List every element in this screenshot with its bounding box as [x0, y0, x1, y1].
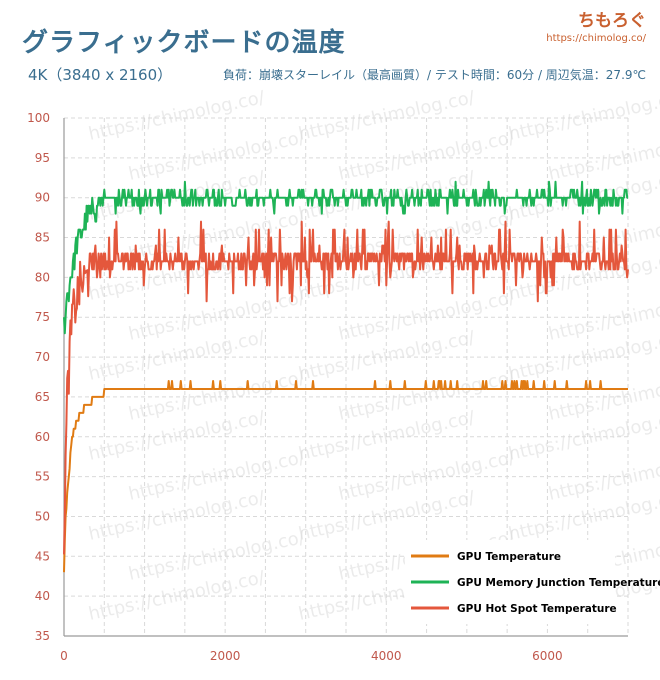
y-tick-label: 95 [35, 151, 50, 165]
legend-label: GPU Temperature [457, 551, 561, 563]
y-tick-label: 55 [35, 470, 50, 484]
brand-url: https://chimolog.co/ [546, 33, 646, 44]
series-line-2 [63, 220, 629, 555]
x-tick-label: 0 [60, 649, 68, 663]
y-tick-label: 75 [35, 310, 50, 324]
legend-label: GPU Memory Junction Temperature [457, 577, 660, 589]
y-tick-label: 70 [35, 350, 50, 364]
resolution-label: 4K（3840 x 2160） [28, 66, 173, 84]
legend-label: GPU Hot Spot Temperature [457, 603, 617, 615]
x-tick-label: 4000 [371, 649, 402, 663]
y-tick-label: 40 [35, 589, 50, 603]
x-tick-label: 6000 [532, 649, 563, 663]
brand-logo: ちもろぐ https://chimolog.co/ [546, 6, 646, 44]
y-tick-label: 80 [35, 270, 50, 284]
y-tick-label: 60 [35, 430, 50, 444]
y-tick-label: 65 [35, 390, 50, 404]
series-line-1 [63, 180, 629, 335]
chart-title: グラフィックボードの温度 [22, 28, 346, 58]
series-line-0 [63, 380, 629, 573]
y-tick-label: 85 [35, 231, 50, 245]
y-tick-label: 50 [35, 509, 50, 523]
test-conditions-label: 負荷：崩壊スターレイル（最高画質）/ テスト時間：60分 / 周辺気温：27.9… [223, 68, 646, 82]
y-tick-label: 90 [35, 191, 50, 205]
y-tick-label: 100 [27, 111, 50, 125]
x-tick-label: 2000 [210, 649, 241, 663]
y-tick-label: 45 [35, 549, 50, 563]
y-tick-label: 35 [35, 629, 50, 643]
brand-name: ちもろぐ [578, 11, 646, 31]
